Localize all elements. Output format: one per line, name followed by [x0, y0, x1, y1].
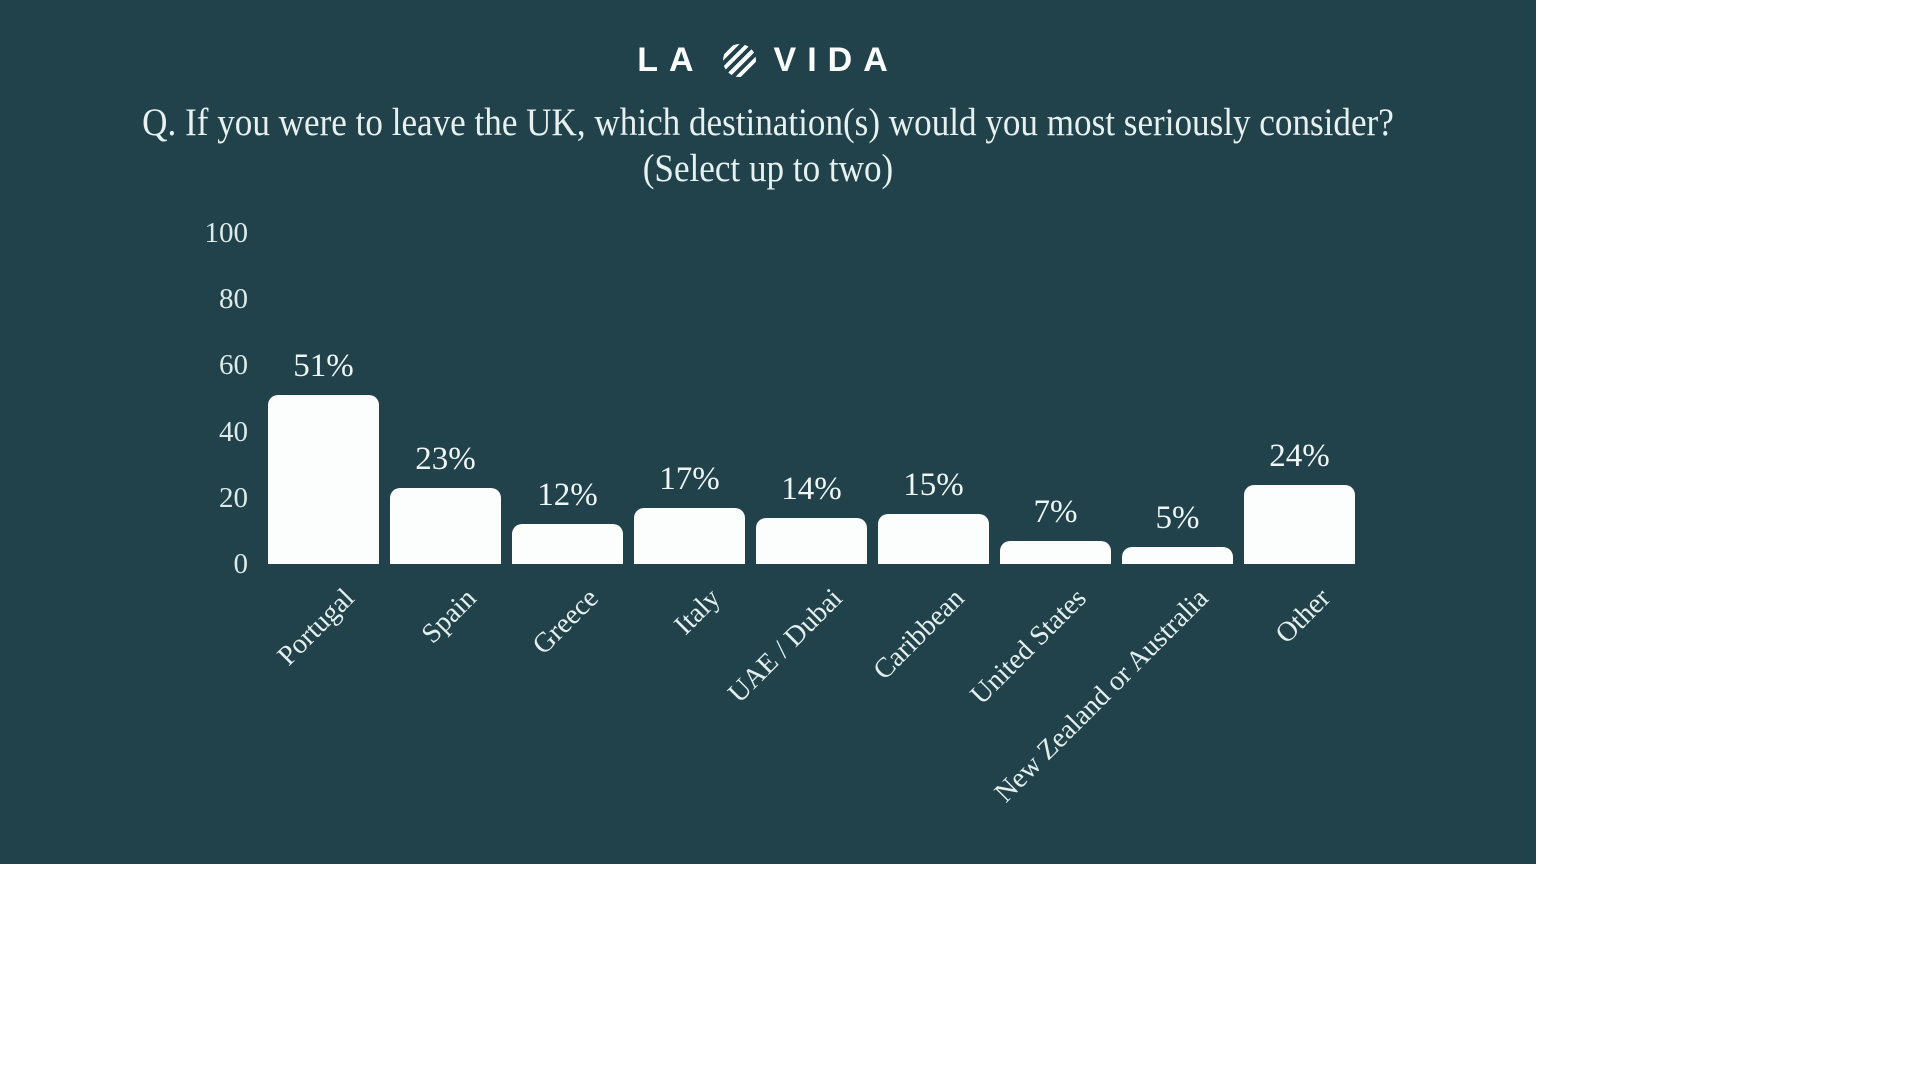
chart-canvas: LA VIDA Q. If you were to leave the UK, …	[0, 0, 1536, 864]
value-label-spain: 23%	[415, 441, 476, 477]
y-axis-tick-label-20: 20	[219, 481, 248, 514]
value-label-greece: 12%	[537, 477, 598, 513]
bar-chart-plot-area: 0 20 40 60 80 100 51% Portugal 23% Spain 12% Greece…	[204, 216, 1355, 809]
value-label-new-zealand-or-australia: 5%	[1155, 500, 1200, 536]
bar-italy	[634, 508, 745, 564]
bar-uae-dubai	[756, 518, 867, 564]
value-label-united-states: 7%	[1033, 494, 1078, 530]
y-axis-tick-label-0: 0	[233, 548, 249, 580]
chart-title: Q. If you were to leave the UK, which de…	[77, 100, 1459, 192]
bar-spain	[390, 488, 501, 564]
y-axis-tick-label-80: 80	[219, 283, 248, 316]
y-axis-tick-label-100: 100	[204, 216, 249, 249]
bar-other	[1244, 485, 1355, 564]
bar-portugal	[268, 395, 379, 564]
bar-caribbean	[878, 514, 989, 564]
bar-greece	[512, 524, 623, 564]
value-label-portugal: 51%	[293, 348, 354, 384]
y-axis-tick-label-60: 60	[219, 349, 248, 382]
y-axis-tick-label-40: 40	[219, 415, 248, 448]
chart-title-line2: (Select up to two)	[642, 147, 894, 190]
value-label-italy: 17%	[659, 461, 720, 497]
chart-title-line1: Q. If you were to leave the UK, which de…	[142, 101, 1394, 144]
value-label-other: 24%	[1269, 438, 1330, 474]
value-label-caribbean: 15%	[903, 467, 964, 503]
bar-united-states	[1000, 541, 1111, 564]
value-label-uae-dubai: 14%	[781, 471, 842, 507]
bar-new-zealand-or-australia	[1122, 547, 1233, 564]
